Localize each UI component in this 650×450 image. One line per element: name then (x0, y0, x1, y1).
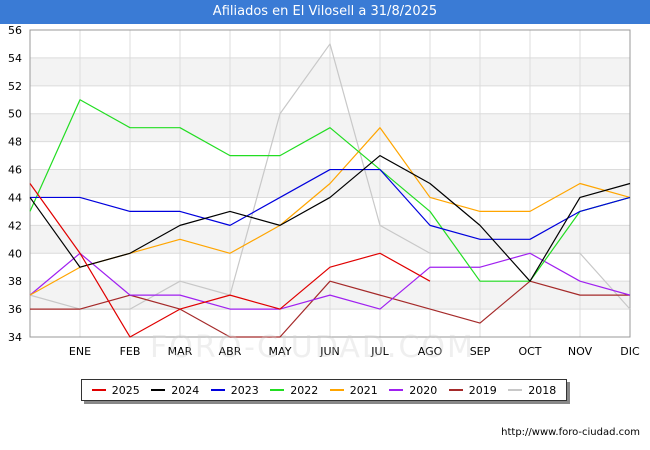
legend-label: 2023 (230, 383, 259, 397)
chart-legend: 2025 2024 2023 2022 2021 2020 2019 2018 (81, 379, 567, 401)
legend-label: 2021 (349, 383, 378, 397)
x-tick-label: FEB (120, 345, 141, 358)
legend-swatch (329, 389, 344, 391)
legend-swatch (210, 389, 225, 391)
legend-item-2022: 2022 (270, 384, 318, 397)
x-tick-label: OCT (518, 345, 541, 358)
y-tick-label: 34 (8, 331, 22, 344)
legend-item-2018: 2018 (508, 384, 556, 397)
legend-label: 2018 (528, 383, 557, 397)
y-tick-label: 44 (8, 191, 22, 204)
legend-swatch (151, 389, 166, 391)
series-line-2025 (29, 183, 431, 338)
y-tick-label: 42 (8, 219, 22, 232)
y-tick-label: 36 (8, 303, 22, 316)
y-tick-label: 48 (8, 136, 22, 149)
series-line-2020 (29, 252, 631, 310)
y-tick-label: 38 (8, 275, 22, 288)
legend-item-2023: 2023 (210, 383, 259, 397)
legend-label: 2020 (409, 383, 438, 397)
y-tick-label: 56 (8, 24, 22, 37)
legend-label: 2019 (468, 383, 497, 397)
legend-swatch (448, 389, 463, 391)
chart-title: Afiliados en El Vilosell a 31/8/2025 (0, 0, 650, 24)
legend-label: 2022 (290, 383, 319, 397)
x-tick-label: DIC (620, 345, 640, 358)
x-tick-label: NOV (568, 345, 593, 358)
y-tick-label: 40 (8, 247, 22, 260)
x-tick-label: AGO (418, 345, 443, 358)
legend-label: 2024 (171, 383, 200, 397)
legend-item-2021: 2021 (329, 383, 378, 397)
legend-item-2020: 2020 (389, 384, 437, 397)
legend-item-2025: 2025 (91, 383, 140, 397)
x-tick-label: MAR (168, 345, 193, 358)
x-tick-label: JUL (370, 345, 389, 358)
legend-item-2019: 2019 (448, 383, 497, 397)
series-line-2024 (29, 154, 631, 282)
legend-item-2024: 2024 (151, 384, 199, 397)
legend-swatch (389, 389, 404, 391)
source-url[interactable]: http://www.foro-ciudad.com (501, 427, 640, 438)
x-tick-label: ENE (69, 345, 91, 358)
y-tick-label: 46 (8, 164, 22, 177)
x-tick-label: SEP (470, 345, 491, 358)
y-tick-label: 54 (8, 52, 22, 65)
x-tick-label: JUN (319, 345, 340, 358)
x-tick-label: ABR (219, 345, 242, 358)
legend-swatch (508, 389, 523, 391)
legend-swatch (270, 389, 285, 391)
legend-swatch (91, 389, 106, 391)
legend-label: 2025 (111, 383, 140, 397)
series-line-2023 (30, 168, 631, 240)
x-tick-label: MAY (269, 345, 292, 358)
y-tick-label: 50 (8, 108, 22, 121)
y-tick-label: 52 (8, 80, 22, 93)
